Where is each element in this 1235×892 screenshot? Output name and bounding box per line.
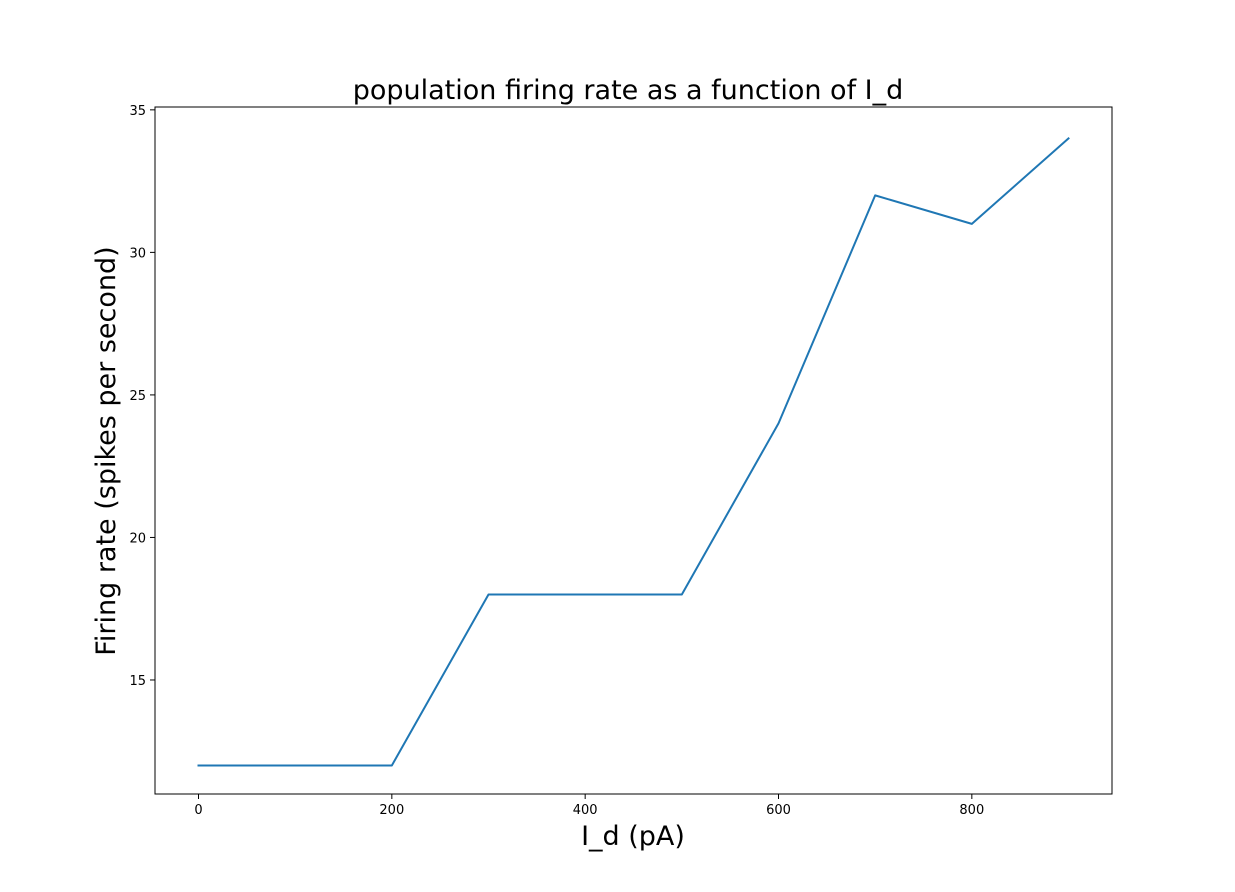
x-tick-label: 200 xyxy=(379,803,404,818)
x-tick-label: 400 xyxy=(573,803,598,818)
y-tick-label: 15 xyxy=(129,674,146,689)
series-line-0 xyxy=(197,136,1070,767)
y-tick-label: 20 xyxy=(129,531,146,546)
axes-frame xyxy=(154,106,1113,795)
plot-area: 0 200 400 600 800 15 20 25 30 35 xyxy=(129,104,1113,818)
x-tick-label: 800 xyxy=(959,803,984,818)
x-tick-label: 600 xyxy=(766,803,791,818)
x-axis-label: I_d (pA) xyxy=(581,821,685,852)
chart-title: population firing rate as a function of … xyxy=(353,75,904,106)
y-tick-label: 30 xyxy=(129,246,146,261)
y-axis-label: Firing rate (spikes per second) xyxy=(91,246,122,655)
y-tick-label: 35 xyxy=(129,104,146,119)
y-tick-label: 25 xyxy=(129,389,146,404)
x-tick-label: 0 xyxy=(194,803,202,818)
